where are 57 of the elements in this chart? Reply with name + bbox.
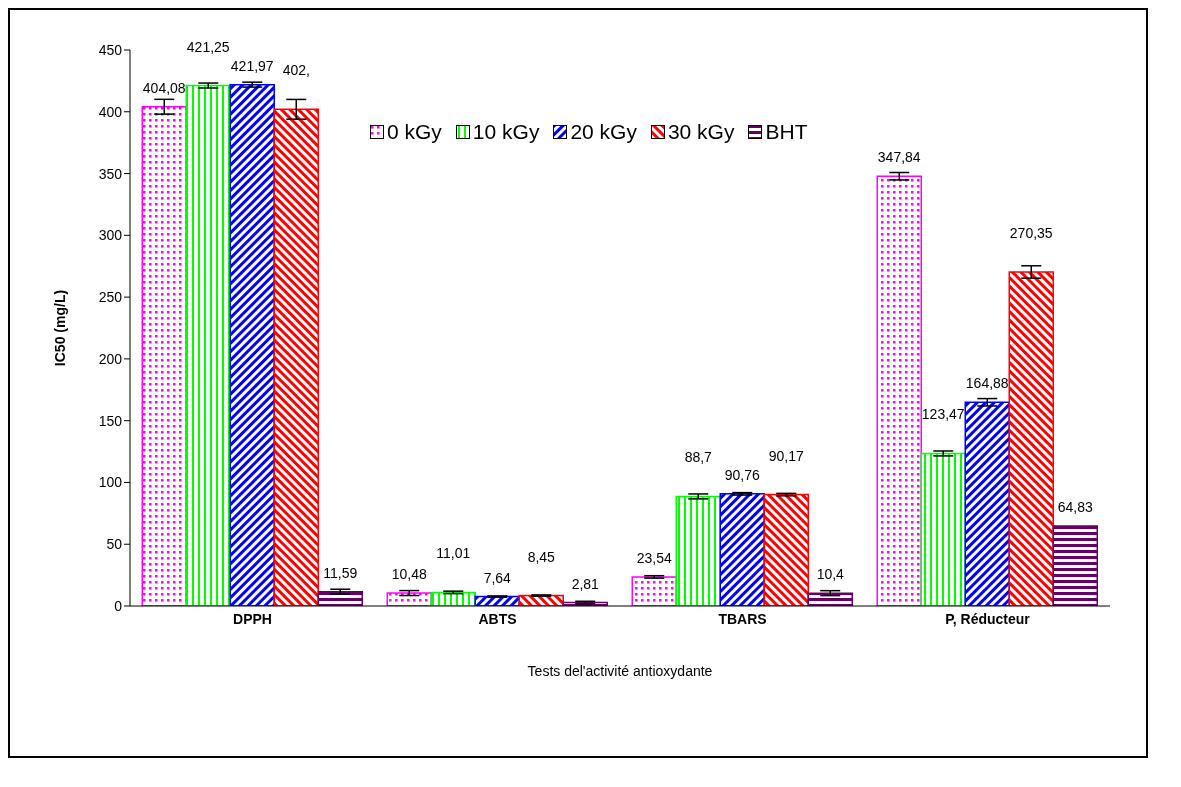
data-label: 7,64	[483, 569, 512, 586]
legend-label: 10 kGy	[472, 120, 540, 144]
legend-label: 20 kGy	[570, 120, 637, 144]
data-label: 402,	[282, 62, 310, 79]
data-label: 11,59	[323, 564, 358, 581]
bar	[964, 401, 1010, 606]
y-tick-label: 400	[98, 103, 123, 120]
y-tick-label: 150	[98, 412, 123, 429]
data-label: 421,25	[186, 38, 230, 55]
y-tick-label: 350	[98, 165, 123, 182]
bar	[229, 83, 275, 606]
data-label: 23,54	[636, 549, 672, 566]
data-label: 10,4	[816, 566, 845, 583]
data-label: 90,17	[768, 447, 804, 464]
bar	[1008, 271, 1054, 606]
data-label: 123,47	[921, 406, 965, 423]
x-tick-label: DPPH	[233, 610, 272, 627]
y-tick-label: 0	[114, 597, 123, 614]
bar	[317, 590, 363, 606]
bar	[1052, 525, 1098, 606]
legend-label: BHT	[765, 120, 808, 144]
data-label: 404,08	[142, 79, 186, 96]
legend-label: 30 kGy	[667, 120, 735, 144]
bar	[386, 592, 432, 606]
data-label: 164,88	[965, 375, 1009, 392]
bar	[807, 592, 853, 606]
bar	[719, 493, 765, 606]
data-label: 421,97	[230, 57, 274, 74]
bar	[763, 493, 809, 606]
x-tick-label: ABTS	[478, 610, 517, 627]
bar	[876, 175, 922, 606]
x-tick-label: TBARS	[718, 610, 767, 627]
data-label: 90,76	[724, 466, 760, 483]
y-tick-label: 200	[98, 350, 123, 367]
x-tick-label: P, Réducteur	[945, 610, 1031, 627]
data-label: 88,7	[684, 449, 713, 466]
data-label: 270,35	[1009, 224, 1053, 241]
data-label: 2,81	[571, 575, 600, 592]
data-label: 64,83	[1057, 498, 1093, 515]
bar	[141, 105, 187, 606]
data-label: 8,45	[527, 548, 556, 565]
bar	[920, 452, 966, 606]
x-axis-title: Tests del'activité antioxydante	[527, 663, 713, 679]
bar	[273, 108, 319, 606]
bar	[185, 84, 231, 606]
y-tick-label: 300	[98, 227, 123, 244]
y-tick-label: 100	[98, 474, 123, 491]
y-tick-label: 250	[98, 289, 123, 306]
bar	[675, 495, 721, 606]
data-label: 347,84	[877, 149, 921, 166]
y-axis-title: IC50 (mg/L)	[51, 289, 68, 367]
legend-label: 0 kGy	[387, 120, 442, 144]
bar	[631, 576, 677, 606]
data-label: 10,48	[391, 566, 427, 583]
y-tick-label: 450	[98, 41, 123, 58]
y-tick-label: 50	[106, 536, 123, 553]
data-label: 11,01	[436, 545, 471, 562]
